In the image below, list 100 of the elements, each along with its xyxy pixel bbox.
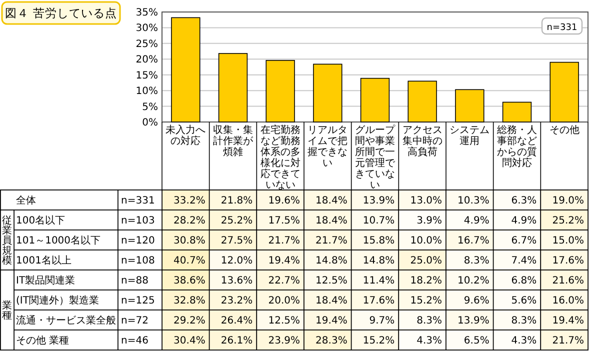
- data-label: 23.9%: [268, 336, 300, 346]
- y2-tick-label: n=120: [121, 236, 155, 246]
- data-label: 12.5%: [316, 276, 348, 286]
- data-label: 19.4%: [268, 256, 300, 266]
- data-label: 21.7%: [552, 336, 584, 346]
- data-label: 10.2%: [458, 276, 490, 286]
- y-tick-label: 0%: [142, 118, 158, 128]
- data-label: 15.8%: [362, 236, 395, 246]
- data-label: 17.6%: [362, 296, 395, 306]
- data-label: 13.6%: [220, 276, 253, 286]
- data-label: 40.7%: [174, 256, 206, 266]
- data-label: 25.2%: [552, 216, 584, 226]
- data-label: 16.0%: [552, 296, 584, 306]
- y-tick-label: 5%: [142, 102, 158, 113]
- data-label: 11.4%: [362, 276, 395, 286]
- data-label: 6.8%: [511, 276, 537, 286]
- data-label: 9.6%: [464, 296, 490, 306]
- data-label: 18.4%: [316, 196, 348, 206]
- y2-tick-label: n=72: [121, 316, 148, 326]
- data-label: 28.2%: [174, 216, 206, 226]
- x-tick-label: システム運用: [450, 125, 490, 147]
- data-label: 3.9%: [416, 216, 442, 226]
- y2-tick-label: n=46: [121, 336, 148, 346]
- x-tick-label: グループ間や事業所間で一元管理できていない: [355, 124, 396, 191]
- data-label: 15.2%: [362, 336, 395, 346]
- data-label: 13.0%: [410, 196, 442, 206]
- data-label: 21.7%: [316, 236, 348, 246]
- text: 従業員規模: [2, 214, 12, 266]
- data-label: 30.4%: [174, 336, 206, 346]
- x-tick-label: アクセス集中時の高負荷: [402, 125, 442, 158]
- y-tick-label: 20%: [136, 54, 158, 66]
- annotation: n=331: [546, 23, 578, 33]
- y-tick-label: 10%: [136, 86, 158, 98]
- data-label: 27.5%: [220, 236, 253, 246]
- y-tick-label: 流通・サービス業全般: [16, 314, 116, 326]
- data-label: 16.7%: [458, 236, 490, 246]
- data-label: 25.0%: [410, 256, 442, 266]
- y2-tick-label: n=125: [121, 296, 155, 306]
- x-tick-label: 収集・集計作業が煩雑: [213, 124, 254, 158]
- x-tick-label: 未入力への対応: [166, 124, 206, 147]
- data-label: 6.3%: [511, 196, 537, 206]
- x-tick-label: 在宅勤務など勤務体系の多様化に対応できていない: [260, 124, 300, 191]
- data-label: 26.4%: [220, 316, 253, 326]
- text: 図４ 苦労している点: [5, 6, 117, 20]
- y-tick-label: 101～1000名以下: [16, 234, 101, 246]
- data-label: 22.7%: [268, 276, 300, 286]
- data-label: 15.0%: [552, 236, 584, 246]
- y-tick-label: 1001名以上: [16, 254, 72, 266]
- y2-tick-label: n=331: [121, 196, 155, 206]
- data-label: 4.3%: [511, 336, 537, 346]
- y2-tick-label: n=108: [121, 256, 155, 266]
- data-label: 7.4%: [511, 256, 537, 266]
- y-tick-label: その他 業種: [16, 334, 70, 346]
- y-tick-label: 15%: [136, 70, 158, 82]
- data-label: 19.6%: [268, 196, 300, 206]
- data-label: 17.6%: [552, 256, 584, 266]
- data-label: 33.2%: [174, 196, 206, 206]
- data-label: 18.4%: [316, 216, 348, 226]
- y-tick-label: 30%: [136, 23, 158, 34]
- data-label: 19.0%: [552, 196, 584, 206]
- data-label: 15.2%: [410, 296, 442, 306]
- data-label: 17.5%: [268, 216, 300, 226]
- x-tick-label: その他: [549, 124, 580, 136]
- y-tick-label: 25%: [136, 38, 158, 50]
- data-label: 8.3%: [464, 256, 490, 266]
- data-label: 20.0%: [268, 296, 300, 306]
- data-label: 4.9%: [464, 216, 490, 226]
- data-label: 13.9%: [362, 196, 395, 206]
- data-label: 19.4%: [316, 316, 348, 326]
- data-label: 28.3%: [316, 336, 348, 346]
- data-label: 8.3%: [416, 316, 442, 326]
- data-label: 18.4%: [316, 296, 348, 306]
- data-label: 18.2%: [410, 276, 442, 286]
- data-label: 21.8%: [220, 196, 253, 206]
- data-label: 10.3%: [458, 196, 490, 206]
- y-tick-label: IT製品関連業: [16, 274, 76, 286]
- data-label: 5.6%: [511, 296, 537, 306]
- data-label: 4.9%: [511, 216, 537, 226]
- data-label: 6.5%: [464, 336, 490, 346]
- y-tick-label: 全体: [16, 194, 36, 206]
- data-label: 4.3%: [416, 336, 442, 346]
- data-label: 12.0%: [220, 256, 253, 266]
- x-tick-label: リアルタイムで把握できない: [308, 125, 348, 169]
- data-label: 6.7%: [511, 236, 537, 246]
- data-label: 10.7%: [362, 216, 395, 226]
- data-label: 38.6%: [174, 276, 206, 286]
- data-label: 13.9%: [458, 316, 490, 326]
- data-label: 14.8%: [362, 256, 395, 266]
- data-label: 9.7%: [369, 316, 395, 326]
- data-label: 21.6%: [552, 276, 584, 286]
- data-label: 12.5%: [268, 316, 300, 326]
- y-tick-label: 35%: [136, 8, 158, 18]
- data-label: 29.2%: [174, 316, 206, 326]
- data-label: 10.0%: [410, 236, 442, 246]
- data-label: 8.3%: [511, 316, 537, 326]
- data-label: 25.2%: [220, 216, 253, 226]
- text: 業種: [2, 300, 12, 322]
- data-label: 19.4%: [552, 316, 584, 326]
- y-tick-label: (IT関連外）製造業: [16, 294, 99, 306]
- data-label: 26.1%: [220, 336, 253, 346]
